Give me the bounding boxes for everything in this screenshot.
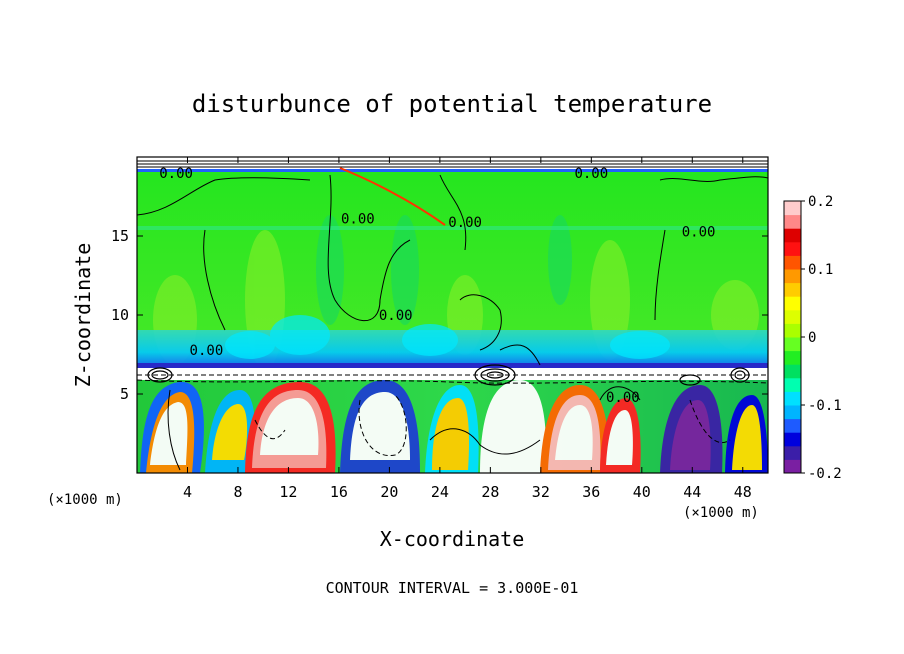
colorbar-tick-label: 0: [808, 330, 816, 346]
colorbar-swatch: [784, 364, 801, 379]
contour-label: 0.00: [448, 215, 482, 231]
colorbar-swatch: [784, 459, 801, 474]
y-unit-label: (×1000 m): [683, 505, 759, 521]
colorbar-tick-label: -0.1: [808, 398, 842, 414]
colorbar-swatch: [784, 377, 801, 392]
colorbar-swatch: [784, 445, 801, 460]
x-tick-label: 24: [431, 483, 449, 501]
colorbar-tick-label: -0.2: [808, 466, 842, 482]
x-tick-label: 28: [481, 483, 499, 501]
y-tick-label: 15: [111, 227, 129, 245]
contour-label: 0.00: [159, 166, 193, 182]
colorbar-swatch: [784, 255, 801, 270]
y-tick-label: 10: [111, 306, 129, 324]
colorbar-swatch: [784, 201, 801, 216]
chart-title: disturbunce of potential temperature: [192, 90, 712, 118]
colorbar-swatch: [784, 350, 801, 365]
colorbar-swatch: [784, 323, 801, 338]
colorbar-swatch: [784, 418, 801, 433]
x-axis-label: X-coordinate: [380, 527, 525, 551]
contour-label: 0.00: [682, 224, 716, 240]
contour-label: 0.00: [341, 212, 375, 228]
colorbar-swatch: [784, 241, 801, 256]
colorbar-swatch: [784, 296, 801, 311]
x-tick-label: 48: [734, 483, 752, 501]
colorbar: [783, 200, 802, 474]
colorbar-tick-label: 0.2: [808, 194, 833, 210]
colorbar-swatch: [784, 282, 801, 297]
contour-label: 0.00: [606, 390, 640, 406]
colorbar-swatch: [784, 228, 801, 243]
x-tick-label: 12: [279, 483, 297, 501]
colorbar-swatch: [784, 269, 801, 284]
y-axis: 5 10 15: [111, 227, 768, 403]
x-unit-label-left: (×1000 m): [47, 492, 123, 508]
colorbar-swatch: [784, 432, 801, 447]
x-axis: 4 8 12 16 20 24 28 32 36 40 44 48: [183, 157, 752, 501]
colorbar-swatch: [784, 391, 801, 406]
contour-label: 0.00: [379, 308, 413, 324]
colorbar-swatch: [784, 309, 801, 324]
colorbar-ticks: 0.2 0.1 0 -0.1 -0.2: [801, 194, 842, 482]
x-tick-label: 36: [582, 483, 600, 501]
x-tick-label: 44: [683, 483, 701, 501]
x-tick-label: 8: [233, 483, 242, 501]
x-tick-label: 4: [183, 483, 192, 501]
y-axis-label: Z-coordinate: [71, 243, 95, 388]
x-tick-label: 16: [330, 483, 348, 501]
colorbar-tick-label: 0.1: [808, 262, 833, 278]
contour-label-group: 0.00 0.00 0.00 0.00 0.00 0.00 0.00 0.00: [159, 166, 715, 406]
contour-label: 0.00: [574, 166, 608, 182]
x-tick-label: 32: [532, 483, 550, 501]
contour-label: 0.00: [190, 343, 224, 359]
x-tick-label: 40: [633, 483, 651, 501]
colorbar-swatch: [784, 405, 801, 420]
x-tick-label: 20: [380, 483, 398, 501]
colorbar-swatch: [784, 337, 801, 352]
colorbar-swatch: [784, 214, 801, 229]
y-tick-label: 5: [120, 385, 129, 403]
contour-interval-note: CONTOUR INTERVAL = 3.000E-01: [326, 579, 579, 597]
heatmap-field: 0.00 0.00 0.00 0.00 0.00 0.00 0.00 0.00: [137, 157, 768, 473]
